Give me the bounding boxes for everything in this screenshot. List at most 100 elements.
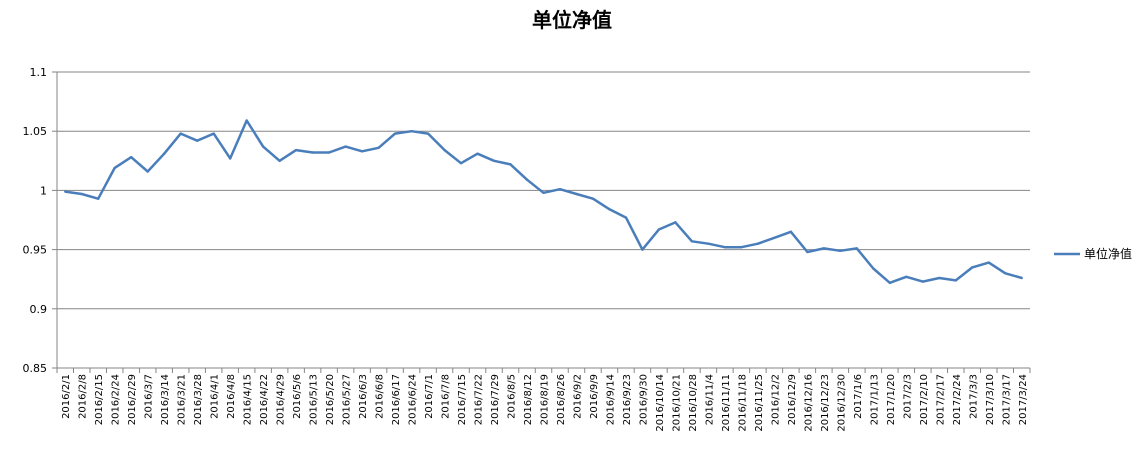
x-tick-label: 2016/12/23 <box>820 374 831 432</box>
x-tick-label: 2016/4/22 <box>259 374 270 425</box>
x-tick-label: 2016/4/1 <box>210 374 221 419</box>
data-point <box>492 159 496 162</box>
x-tick-label: 2016/4/29 <box>276 374 287 425</box>
data-point <box>905 275 908 279</box>
chart-title: 单位净值 <box>532 8 612 32</box>
data-point <box>806 250 809 254</box>
x-tick-label: 2016/2/29 <box>127 374 138 425</box>
y-tick-label: 1 <box>40 184 47 197</box>
data-point <box>822 247 826 250</box>
x-tick-label: 2017/1/20 <box>886 374 897 425</box>
data-point <box>261 145 265 148</box>
x-tick-label: 2017/2/3 <box>902 374 913 419</box>
x-tick-label: 2016/7/29 <box>490 374 501 425</box>
data-point <box>278 159 281 162</box>
data-point <box>987 261 990 264</box>
x-tick-label: 2016/2/24 <box>111 374 122 425</box>
x-tick-label: 2016/3/28 <box>193 374 204 425</box>
x-tick-label: 2016/12/9 <box>787 374 798 425</box>
x-tick-label: 2016/6/3 <box>358 374 369 419</box>
x-tick-label: 2017/1/13 <box>869 374 880 425</box>
x-tick-label: 2017/2/24 <box>952 374 963 425</box>
data-point <box>938 276 941 280</box>
x-tick-label: 2016/9/9 <box>589 374 600 419</box>
y-tick-label: 1.05 <box>23 125 48 138</box>
gridlines <box>56 71 1030 369</box>
data-point <box>542 191 545 194</box>
data-point <box>476 152 479 155</box>
data-point <box>443 148 446 152</box>
x-tick-label: 2017/2/17 <box>935 374 946 425</box>
legend: 单位净值 <box>1054 246 1132 261</box>
data-point <box>360 150 364 153</box>
y-axis-ticks: 0.85 0.9 0.95 1 1.05 1.1 <box>23 66 57 375</box>
x-tick-label: 2016/9/14 <box>605 374 616 425</box>
data-point <box>971 266 974 269</box>
data-point <box>426 132 430 135</box>
x-tick-label: 2016/11/11 <box>721 374 732 432</box>
x-tick-label: 2017/1/6 <box>853 374 864 419</box>
data-point <box>113 166 116 170</box>
x-tick-label: 2017/3/10 <box>985 374 996 425</box>
x-tick-label: 2017/3/3 <box>968 374 979 419</box>
data-point <box>311 151 314 154</box>
x-tick-label: 2016/8/12 <box>523 374 534 425</box>
data-point <box>575 192 578 196</box>
data-point <box>162 152 166 155</box>
data-point <box>80 192 83 196</box>
x-tick-label: 2016/6/8 <box>375 374 386 419</box>
data-point <box>97 197 100 200</box>
data-point <box>327 151 331 154</box>
data-point <box>179 132 182 135</box>
x-tick-label: 2016/8/26 <box>556 374 567 425</box>
data-point <box>888 281 892 284</box>
legend-label: 单位净值 <box>1084 246 1132 261</box>
x-tick-label: 2016/4/8 <box>226 374 237 419</box>
x-tick-label: 2016/11/18 <box>737 374 748 432</box>
x-tick-label: 2016/5/6 <box>292 374 303 419</box>
x-tick-label: 2017/3/24 <box>1018 374 1029 425</box>
data-point <box>509 163 512 166</box>
data-point <box>756 242 760 245</box>
data-point <box>377 146 380 149</box>
x-tick-label: 2016/2/15 <box>94 374 105 425</box>
x-tick-label: 2016/8/5 <box>507 374 518 419</box>
data-point <box>624 216 628 219</box>
data-point <box>294 148 298 152</box>
data-point <box>954 279 957 282</box>
data-point <box>773 236 776 239</box>
data-point <box>789 230 793 234</box>
x-tick-label: 2017/2/10 <box>919 374 930 425</box>
x-tick-label: 2016/8/19 <box>540 374 551 425</box>
x-tick-label: 2016/6/17 <box>391 374 402 425</box>
x-tick-label: 2016/3/7 <box>144 374 155 419</box>
x-tick-label: 2016/11/4 <box>704 374 715 425</box>
data-point <box>1004 272 1007 275</box>
x-tick-label: 2016/12/2 <box>770 374 781 425</box>
data-point <box>64 190 67 193</box>
x-tick-label: 2016/5/27 <box>342 374 353 425</box>
x-tick-label: 2016/7/1 <box>424 374 435 419</box>
data-point <box>1020 276 1023 280</box>
x-tick-label: 2016/7/15 <box>457 374 468 425</box>
x-tick-label: 2016/3/14 <box>160 374 171 425</box>
data-point <box>690 240 694 243</box>
y-tick-label: 0.9 <box>30 303 48 316</box>
data-point <box>641 248 644 251</box>
data-point <box>921 280 925 283</box>
data-point <box>245 119 248 122</box>
data-point <box>674 221 677 224</box>
x-tick-label: 2016/5/20 <box>325 374 336 425</box>
x-tick-label: 2016/6/24 <box>408 374 419 425</box>
data-point <box>657 228 661 231</box>
x-tick-label: 2016/4/15 <box>243 374 254 425</box>
data-point <box>410 130 413 133</box>
x-tick-label: 2016/10/14 <box>655 374 666 432</box>
data-point <box>344 145 347 148</box>
data-point <box>146 170 149 173</box>
x-tick-label: 2016/11/25 <box>754 374 765 432</box>
data-point <box>740 246 743 249</box>
series-line <box>65 119 1023 285</box>
x-tick-label: 2016/12/16 <box>803 374 814 432</box>
